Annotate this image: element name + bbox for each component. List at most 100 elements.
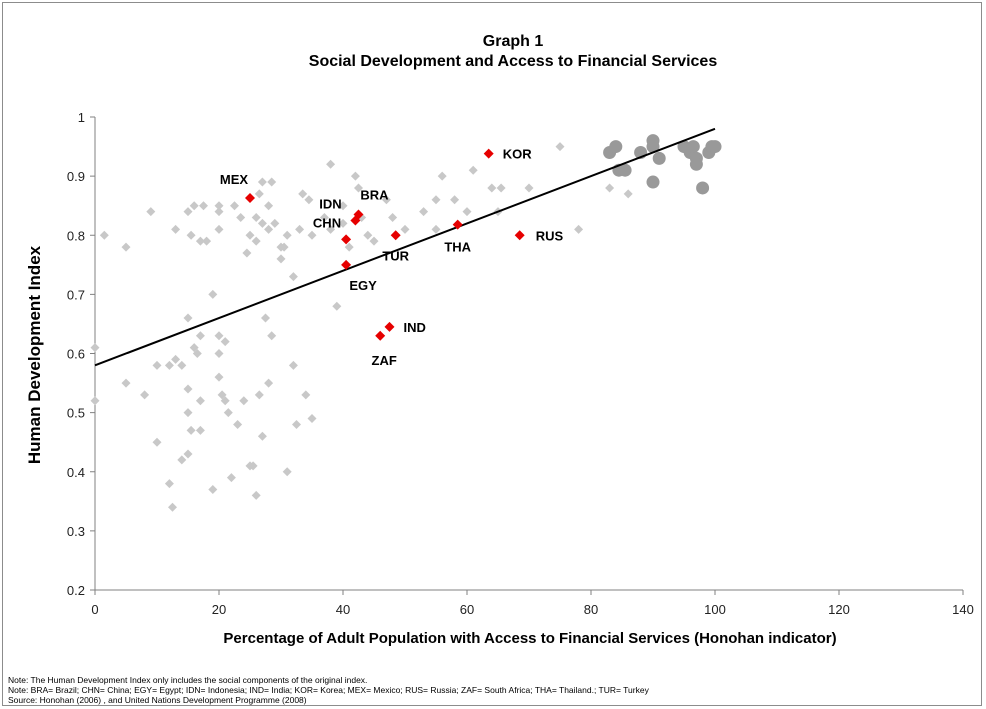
data-point <box>279 242 289 252</box>
data-point <box>223 408 233 418</box>
data-point <box>183 313 193 323</box>
point-label: ZAF <box>372 353 397 368</box>
data-point-highlighted <box>384 321 395 332</box>
data-point <box>164 360 174 370</box>
data-point <box>431 224 441 234</box>
data-point <box>183 384 193 394</box>
data-point <box>350 171 360 181</box>
data-point <box>363 230 373 240</box>
y-tick-label: 0.6 <box>67 347 85 362</box>
data-point <box>326 224 336 234</box>
data-point <box>292 419 301 429</box>
x-tick-label: 40 <box>336 602 350 617</box>
data-point <box>326 159 336 169</box>
data-point-highlighted <box>375 330 386 341</box>
data-point <box>282 467 292 477</box>
data-point-circle <box>618 163 632 177</box>
data-point <box>267 177 277 187</box>
data-point <box>183 408 193 418</box>
data-point <box>195 331 205 341</box>
data-point <box>419 207 429 217</box>
data-point <box>344 242 354 252</box>
data-point <box>164 479 174 489</box>
data-point <box>270 218 280 228</box>
data-point <box>195 396 205 406</box>
data-point <box>307 414 317 424</box>
data-point <box>214 201 224 211</box>
data-point <box>90 396 100 406</box>
point-label: RUS <box>536 228 564 243</box>
data-point <box>146 207 156 217</box>
point-label: THA <box>444 240 471 255</box>
x-tick-label: 80 <box>584 602 598 617</box>
data-point <box>168 502 177 512</box>
data-point <box>338 201 348 211</box>
data-point <box>462 207 472 217</box>
data-point <box>195 425 205 435</box>
data-point-circle <box>686 140 700 154</box>
data-point <box>248 461 258 471</box>
data-point <box>233 419 243 429</box>
data-point <box>251 213 261 223</box>
y-tick-label: 0.3 <box>67 524 85 539</box>
data-point <box>177 455 187 465</box>
data-point <box>90 343 100 353</box>
data-point <box>276 254 286 264</box>
data-point <box>121 378 131 388</box>
data-point <box>217 390 227 400</box>
data-point-highlighted <box>350 215 361 226</box>
data-point <box>369 236 379 246</box>
data-point <box>400 224 410 234</box>
data-point <box>239 396 249 406</box>
data-point <box>208 289 218 299</box>
data-point <box>450 195 460 205</box>
data-point <box>574 224 584 234</box>
y-tick-label: 0.7 <box>67 287 85 302</box>
data-point <box>301 390 311 400</box>
data-point <box>319 213 329 223</box>
data-point <box>189 201 199 211</box>
data-point-highlighted <box>390 230 401 241</box>
point-label: TUR <box>382 248 409 263</box>
data-point <box>226 473 236 483</box>
data-point <box>199 201 208 211</box>
data-point <box>257 177 267 187</box>
data-point <box>152 360 162 370</box>
data-point <box>288 272 298 282</box>
chart-title: Graph 1 <box>483 33 544 50</box>
trendline-group <box>94 127 716 367</box>
footnote-hdi: Note: The Human Development Index only i… <box>8 675 368 685</box>
data-point <box>183 207 193 217</box>
series-high-income <box>603 134 722 195</box>
data-point <box>332 301 342 311</box>
trendline <box>94 127 716 367</box>
footnote-abbreviations: Note: BRA= Brazil; CHN= China; EGY= Egyp… <box>8 685 649 695</box>
footnote-source: Source: Honohan (2006) , and United Nati… <box>8 695 307 705</box>
data-point-circle <box>696 181 710 195</box>
x-tick-label: 100 <box>704 602 726 617</box>
y-axis-title: Human Development Index <box>25 245 44 464</box>
data-point-circle <box>609 140 623 154</box>
data-point <box>555 142 565 152</box>
x-tick-label: 20 <box>212 602 226 617</box>
point-label: IDN <box>319 196 341 211</box>
data-point <box>251 490 261 500</box>
data-point-highlighted <box>514 230 525 241</box>
data-point-highlighted <box>483 148 494 159</box>
x-tick-label: 140 <box>952 602 974 617</box>
data-point <box>214 349 224 358</box>
data-point <box>264 201 274 211</box>
data-point <box>230 201 239 211</box>
data-point <box>468 165 478 175</box>
data-point <box>214 331 224 341</box>
data-point <box>251 236 261 246</box>
data-point <box>257 218 267 228</box>
x-axis-ticks: 0 20 40 60 80 100 120 140 <box>91 590 974 617</box>
data-point <box>245 230 255 240</box>
data-point <box>338 218 348 228</box>
data-point <box>192 349 202 358</box>
point-label: KOR <box>503 147 533 162</box>
data-point <box>431 195 441 205</box>
data-point <box>437 171 447 181</box>
data-point <box>195 236 205 246</box>
